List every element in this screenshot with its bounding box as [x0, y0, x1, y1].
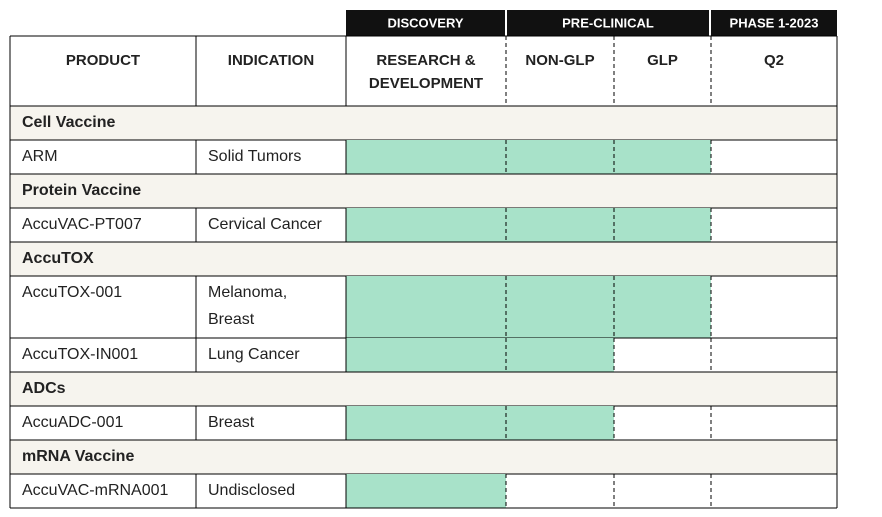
stage-group-box — [711, 10, 837, 36]
stage-group-box — [507, 10, 709, 36]
progress-bar — [346, 338, 614, 372]
indication: Breast — [208, 311, 255, 328]
section-row — [10, 174, 837, 208]
stage-group-label: DISCOVERY — [387, 15, 463, 30]
progress-bar — [346, 208, 711, 242]
section-title: ADCs — [22, 380, 66, 397]
column-header: NON-GLP — [525, 52, 594, 69]
stage-group-label: PRE-CLINICAL — [562, 15, 654, 30]
indication: Melanoma, — [208, 284, 287, 301]
product-name: ARM — [22, 148, 58, 165]
column-header: INDICATION — [228, 52, 314, 69]
column-header: PRODUCT — [66, 52, 140, 69]
indication: Undisclosed — [208, 482, 295, 499]
progress-bar — [346, 474, 506, 508]
column-header: GLP — [647, 52, 678, 69]
column-header: DEVELOPMENT — [369, 75, 483, 92]
indication: Cervical Cancer — [208, 216, 322, 233]
section-title: AccuTOX — [22, 250, 94, 267]
product-name: AccuADC-001 — [22, 414, 123, 431]
indication: Lung Cancer — [208, 346, 300, 363]
section-row — [10, 242, 837, 276]
product-name: AccuVAC-PT007 — [22, 216, 142, 233]
product-name: AccuTOX-001 — [22, 284, 122, 301]
section-row — [10, 440, 837, 474]
product-name: AccuTOX-IN001 — [22, 346, 138, 363]
product-name: AccuVAC-mRNA001 — [22, 482, 169, 499]
progress-bar — [346, 406, 614, 440]
indication: Solid Tumors — [208, 148, 301, 165]
progress-bar — [346, 140, 711, 174]
section-row — [10, 372, 837, 406]
section-row — [10, 106, 837, 140]
stage-group-label: PHASE 1-2023 — [730, 15, 819, 30]
section-title: mRNA Vaccine — [22, 448, 134, 465]
column-header: RESEARCH & — [376, 52, 475, 69]
section-title: Protein Vaccine — [22, 182, 141, 199]
section-title: Cell Vaccine — [22, 114, 115, 131]
progress-bar — [346, 276, 711, 338]
stage-group-box — [346, 10, 505, 36]
indication: Breast — [208, 414, 255, 431]
column-header: Q2 — [764, 52, 784, 69]
